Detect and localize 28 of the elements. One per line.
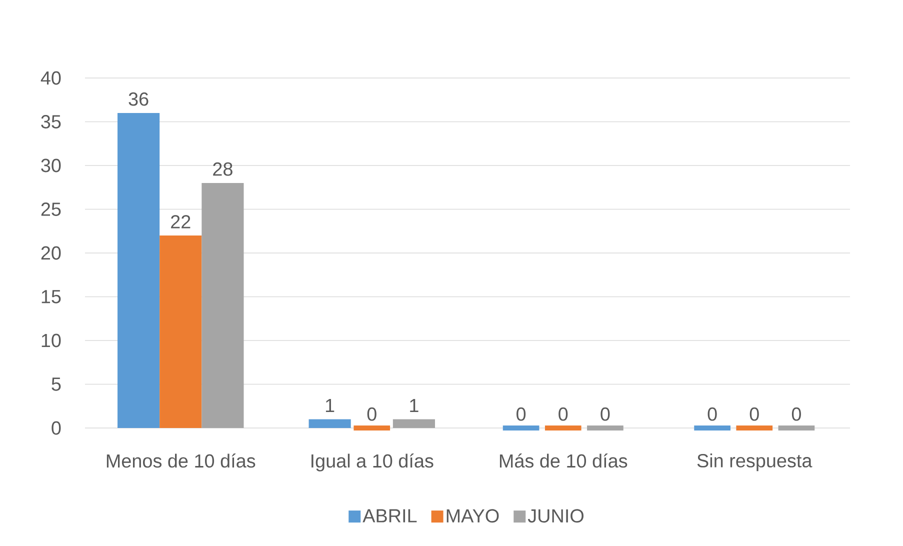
data-label: 0 <box>558 407 568 421</box>
y-tick-label: 20 <box>41 246 61 260</box>
legend-label: JUNIO <box>528 509 584 523</box>
data-label: 36 <box>128 92 148 106</box>
data-label: 22 <box>171 215 190 228</box>
data-label: 0 <box>516 407 526 421</box>
x-tick-label: Menos de 10 días <box>106 454 256 468</box>
legend-label: ABRIL <box>362 509 417 522</box>
y-tick-label: 0 <box>52 421 61 435</box>
x-tick-label: Igual a 10 días <box>312 454 434 472</box>
data-label: 1 <box>410 399 418 412</box>
data-label: 0 <box>792 407 801 421</box>
y-tick-label: 30 <box>41 158 61 172</box>
data-label: 0 <box>600 407 610 421</box>
y-tick-label: 35 <box>41 115 61 128</box>
y-tick-label: 25 <box>41 202 61 216</box>
data-label: 1 <box>326 399 334 412</box>
y-tick-label: 5 <box>52 378 61 391</box>
x-tick-label: Sin respuesta <box>697 454 812 472</box>
legend-label: MAYO <box>446 509 499 523</box>
x-tick-label: Más de 10 días <box>500 454 628 468</box>
y-tick-label: 40 <box>40 71 61 85</box>
data-label: 0 <box>367 407 376 421</box>
data-label: 0 <box>750 407 759 421</box>
y-tick-label: 15 <box>42 290 61 304</box>
data-label: 0 <box>708 407 717 421</box>
data-label: 28 <box>213 162 232 176</box>
y-tick-label: 10 <box>42 334 61 348</box>
